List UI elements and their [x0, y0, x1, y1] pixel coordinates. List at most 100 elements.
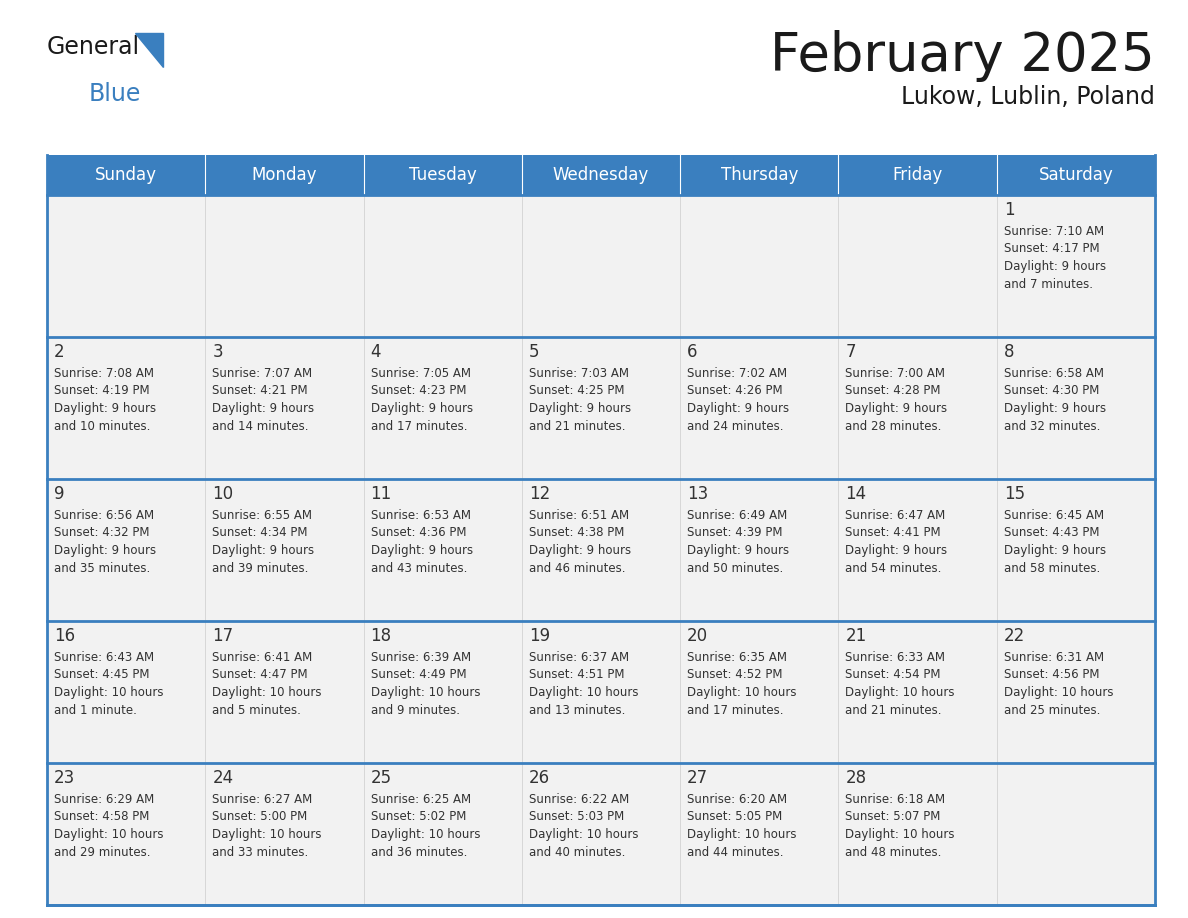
Text: Daylight: 10 hours: Daylight: 10 hours — [687, 828, 797, 841]
Text: 18: 18 — [371, 627, 392, 645]
Bar — [206, 763, 364, 905]
Text: Sunset: 4:23 PM: Sunset: 4:23 PM — [371, 385, 466, 397]
Text: General: General — [48, 35, 140, 59]
Text: and 10 minutes.: and 10 minutes. — [53, 420, 151, 432]
Text: 15: 15 — [1004, 485, 1025, 503]
Text: Sunrise: 6:20 AM: Sunrise: 6:20 AM — [687, 793, 788, 806]
Text: 13: 13 — [687, 485, 708, 503]
Text: 1: 1 — [1004, 201, 1015, 219]
Text: Daylight: 9 hours: Daylight: 9 hours — [529, 402, 631, 415]
Text: and 14 minutes.: and 14 minutes. — [213, 420, 309, 432]
Text: 20: 20 — [687, 627, 708, 645]
Text: Sunset: 4:36 PM: Sunset: 4:36 PM — [371, 527, 466, 540]
Text: Sunrise: 7:05 AM: Sunrise: 7:05 AM — [371, 367, 470, 380]
Text: and 43 minutes.: and 43 minutes. — [371, 562, 467, 575]
Text: 6: 6 — [687, 343, 697, 361]
Text: Sunrise: 6:45 AM: Sunrise: 6:45 AM — [1004, 509, 1104, 522]
Bar — [997, 155, 1155, 195]
Text: Sunset: 4:45 PM: Sunset: 4:45 PM — [53, 668, 150, 681]
Text: Sunrise: 7:00 AM: Sunrise: 7:00 AM — [846, 367, 946, 380]
Bar — [522, 195, 681, 337]
Text: 11: 11 — [371, 485, 392, 503]
Text: 26: 26 — [529, 769, 550, 787]
Text: and 13 minutes.: and 13 minutes. — [529, 703, 625, 717]
Text: Daylight: 9 hours: Daylight: 9 hours — [53, 402, 156, 415]
Text: Blue: Blue — [89, 82, 141, 106]
Text: Sunset: 4:49 PM: Sunset: 4:49 PM — [371, 668, 466, 681]
Text: and 25 minutes.: and 25 minutes. — [1004, 703, 1100, 717]
Bar — [681, 763, 839, 905]
Text: 16: 16 — [53, 627, 75, 645]
Text: 12: 12 — [529, 485, 550, 503]
Text: Daylight: 9 hours: Daylight: 9 hours — [1004, 544, 1106, 557]
Text: Sunrise: 6:53 AM: Sunrise: 6:53 AM — [371, 509, 470, 522]
Text: and 50 minutes.: and 50 minutes. — [687, 562, 783, 575]
Text: Sunrise: 7:08 AM: Sunrise: 7:08 AM — [53, 367, 154, 380]
Text: Sunrise: 6:56 AM: Sunrise: 6:56 AM — [53, 509, 154, 522]
Text: Thursday: Thursday — [721, 166, 798, 184]
Text: Sunset: 5:00 PM: Sunset: 5:00 PM — [213, 811, 308, 823]
Bar — [839, 621, 997, 763]
Text: Sunrise: 6:25 AM: Sunrise: 6:25 AM — [371, 793, 470, 806]
Bar — [206, 337, 364, 479]
Text: Daylight: 10 hours: Daylight: 10 hours — [687, 686, 797, 699]
Text: and 17 minutes.: and 17 minutes. — [371, 420, 467, 432]
Text: and 21 minutes.: and 21 minutes. — [529, 420, 625, 432]
Text: Sunrise: 6:22 AM: Sunrise: 6:22 AM — [529, 793, 630, 806]
Bar — [48, 195, 206, 337]
Text: Sunset: 4:54 PM: Sunset: 4:54 PM — [846, 668, 941, 681]
Bar — [681, 479, 839, 621]
Text: Sunset: 4:21 PM: Sunset: 4:21 PM — [213, 385, 308, 397]
Text: Sunset: 4:43 PM: Sunset: 4:43 PM — [1004, 527, 1099, 540]
Text: Sunset: 4:51 PM: Sunset: 4:51 PM — [529, 668, 625, 681]
Bar — [839, 479, 997, 621]
Bar — [364, 763, 522, 905]
Text: Sunrise: 6:41 AM: Sunrise: 6:41 AM — [213, 651, 312, 664]
Text: Sunset: 4:30 PM: Sunset: 4:30 PM — [1004, 385, 1099, 397]
Text: Sunset: 4:26 PM: Sunset: 4:26 PM — [687, 385, 783, 397]
Text: Daylight: 9 hours: Daylight: 9 hours — [213, 402, 315, 415]
Text: Daylight: 10 hours: Daylight: 10 hours — [846, 686, 955, 699]
Text: Daylight: 10 hours: Daylight: 10 hours — [371, 828, 480, 841]
Bar — [681, 337, 839, 479]
Bar — [997, 337, 1155, 479]
Text: Sunrise: 6:55 AM: Sunrise: 6:55 AM — [213, 509, 312, 522]
Bar — [364, 155, 522, 195]
Text: and 17 minutes.: and 17 minutes. — [687, 703, 784, 717]
Text: and 36 minutes.: and 36 minutes. — [371, 845, 467, 858]
Text: Sunrise: 7:07 AM: Sunrise: 7:07 AM — [213, 367, 312, 380]
Text: Sunrise: 7:02 AM: Sunrise: 7:02 AM — [687, 367, 788, 380]
Bar — [206, 155, 364, 195]
Text: and 39 minutes.: and 39 minutes. — [213, 562, 309, 575]
Text: 22: 22 — [1004, 627, 1025, 645]
Text: and 58 minutes.: and 58 minutes. — [1004, 562, 1100, 575]
Bar — [522, 621, 681, 763]
Text: Sunrise: 6:49 AM: Sunrise: 6:49 AM — [687, 509, 788, 522]
Bar — [48, 763, 206, 905]
Text: Daylight: 9 hours: Daylight: 9 hours — [529, 544, 631, 557]
Bar — [206, 195, 364, 337]
Text: 8: 8 — [1004, 343, 1015, 361]
Text: Sunset: 4:56 PM: Sunset: 4:56 PM — [1004, 668, 1099, 681]
Bar — [997, 621, 1155, 763]
Bar — [681, 195, 839, 337]
Bar — [206, 621, 364, 763]
Text: Daylight: 9 hours: Daylight: 9 hours — [213, 544, 315, 557]
Text: Lukow, Lublin, Poland: Lukow, Lublin, Poland — [902, 85, 1155, 109]
Text: Sunset: 4:58 PM: Sunset: 4:58 PM — [53, 811, 150, 823]
Text: Daylight: 9 hours: Daylight: 9 hours — [371, 544, 473, 557]
Text: and 5 minutes.: and 5 minutes. — [213, 703, 302, 717]
Text: and 44 minutes.: and 44 minutes. — [687, 845, 784, 858]
Text: February 2025: February 2025 — [770, 30, 1155, 82]
Text: 24: 24 — [213, 769, 233, 787]
Text: Daylight: 10 hours: Daylight: 10 hours — [1004, 686, 1113, 699]
Text: 7: 7 — [846, 343, 855, 361]
Text: Daylight: 10 hours: Daylight: 10 hours — [53, 686, 164, 699]
Polygon shape — [135, 33, 163, 67]
Text: Sunset: 4:25 PM: Sunset: 4:25 PM — [529, 385, 625, 397]
Bar — [522, 479, 681, 621]
Text: 10: 10 — [213, 485, 233, 503]
Bar — [522, 337, 681, 479]
Text: Daylight: 9 hours: Daylight: 9 hours — [1004, 260, 1106, 273]
Text: Saturday: Saturday — [1038, 166, 1113, 184]
